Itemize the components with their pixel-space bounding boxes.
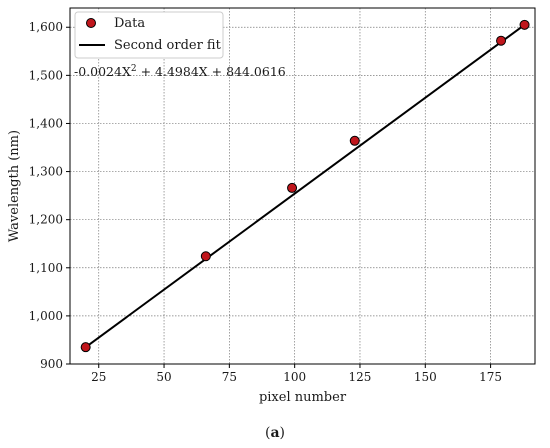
caption-label: a	[270, 425, 279, 441]
legend-label-fit: Second order fit	[114, 38, 222, 53]
x-tick-label: 150	[414, 370, 437, 384]
y-axis-label: Wavelength (nm)	[7, 130, 22, 242]
fit-equation-exponent: 2	[131, 64, 137, 74]
fit-equation-prefix: -0.0024X	[74, 64, 131, 79]
fit-line	[85, 24, 526, 348]
y-tick-label: 1,200	[29, 213, 63, 227]
y-tick-label: 1,400	[29, 116, 63, 130]
data-point	[349, 135, 360, 146]
legend: Data Second order fit	[74, 11, 224, 59]
x-tick-label: 50	[156, 370, 171, 384]
y-tick-label: 1,500	[29, 68, 63, 82]
y-tick-label: 1,000	[29, 309, 63, 323]
legend-box	[74, 11, 224, 59]
legend-label-data: Data	[114, 16, 145, 31]
data-point	[80, 342, 91, 353]
x-tick-label: 125	[349, 370, 372, 384]
x-axis-label: pixel number	[259, 390, 347, 405]
axis-ticks: 25 50 75 100 125 150 175 900 1,000 1,100 1,200 1,30…	[29, 20, 502, 384]
data-point	[496, 35, 507, 46]
x-tick-label: 25	[91, 370, 106, 384]
legend-marker-data	[86, 18, 96, 28]
x-tick-label: 75	[222, 370, 237, 384]
series	[80, 19, 530, 353]
x-tick-label: 175	[479, 370, 502, 384]
caption-open-paren: (	[265, 425, 270, 441]
caption-close-paren: )	[280, 425, 285, 441]
figure-caption: (a)	[265, 425, 285, 441]
data-point	[519, 19, 530, 30]
fit-equation: -0.0024X2 + 4.4984X + 844.0616	[74, 64, 286, 79]
y-tick-label: 1,300	[29, 165, 63, 179]
plot-frame	[69, 7, 536, 365]
y-tick-label: 900	[40, 357, 63, 371]
y-tick-label: 1,100	[29, 261, 63, 275]
x-tick-label: 100	[283, 370, 306, 384]
grid	[70, 8, 535, 365]
data-point	[287, 182, 298, 193]
fit-equation-suffix: + 4.4984X + 844.0616	[137, 64, 286, 79]
y-tick-label: 1,600	[29, 20, 63, 34]
data-point	[200, 251, 211, 262]
